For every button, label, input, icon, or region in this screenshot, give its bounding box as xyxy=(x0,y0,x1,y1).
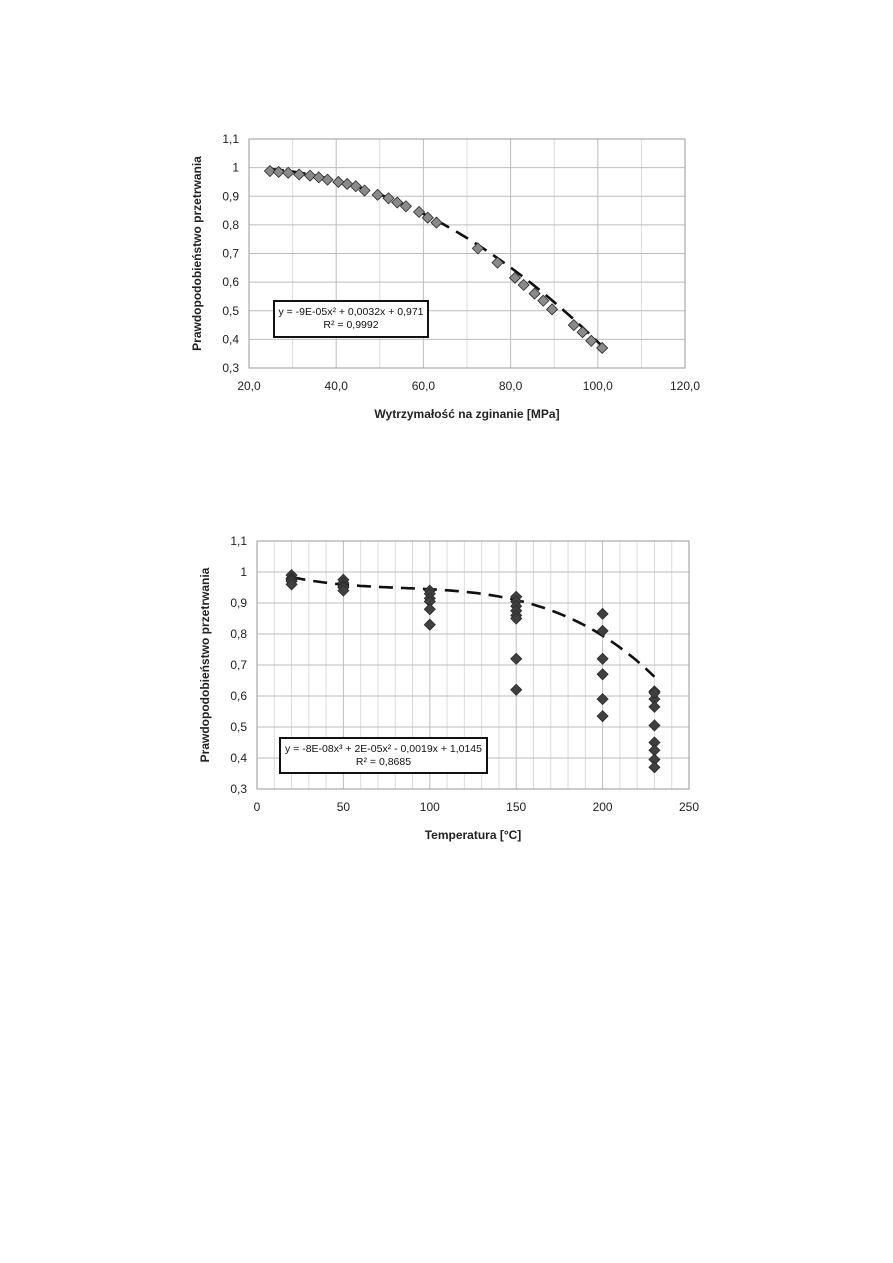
chart-flexural-strength: 20,0 40,0 60,0 80,0 100,0 120,0 0,3 0,4 0,5 0,6 0,… xyxy=(0,120,893,440)
y-tick-label: 0,5 xyxy=(230,720,247,734)
data-point xyxy=(412,205,426,219)
trendline-equation: y = -8E-08x³ + 2E-05x² - 0,0019x + 1,014… xyxy=(285,743,482,755)
data-point xyxy=(471,242,484,255)
data-point xyxy=(349,180,362,193)
y-tick-label: 0,9 xyxy=(230,596,247,610)
y-tick-label: 0,7 xyxy=(230,658,247,672)
equation-box xyxy=(279,737,488,774)
x-axis-label: Wytrzymałość na zginanie [MPa] xyxy=(374,407,559,421)
data-point xyxy=(285,578,298,591)
y-tick-label: 0,6 xyxy=(230,689,247,703)
data-point xyxy=(596,710,609,723)
x-axis-label: Temperatura [°C] xyxy=(425,828,522,842)
data-point xyxy=(576,326,589,339)
data-point xyxy=(648,700,661,713)
data-point xyxy=(648,686,661,699)
x-tick-label: 20,0 xyxy=(237,379,261,393)
data-point xyxy=(528,287,541,300)
data-point xyxy=(510,683,523,696)
y-tick-label: 0,5 xyxy=(222,304,239,318)
chart-2-svg: 0 50 100 150 200 250 0,3 0,4 0,5 0,6 0,7 0,8 0,9 1 1,1… xyxy=(198,534,699,842)
x-tick-label: 0 xyxy=(254,800,261,814)
equation-box xyxy=(273,300,429,338)
data-point xyxy=(596,624,609,637)
chart-1-svg: 20,0 40,0 60,0 80,0 100,0 120,0 0,3 0,4 0,5 0,6 0,… xyxy=(190,132,700,421)
y-tick-label: 0,7 xyxy=(222,247,239,261)
y-tick-label: 0,3 xyxy=(230,782,247,796)
y-tick-label: 1 xyxy=(232,161,239,175)
y-tick-label: 0,6 xyxy=(222,275,239,289)
data-point xyxy=(421,211,434,224)
y-tick-label: 0,4 xyxy=(222,332,239,346)
data-point xyxy=(423,603,436,616)
x-tick-label: 40,0 xyxy=(325,379,349,393)
y-tick-label: 0,3 xyxy=(222,361,239,375)
r-squared-label: R² = 0,9992 xyxy=(323,319,378,331)
data-point xyxy=(545,303,559,316)
data-point xyxy=(332,175,345,189)
data-point xyxy=(321,173,334,186)
plot-area-border xyxy=(248,138,686,369)
x-tick-label: 100,0 xyxy=(583,379,613,393)
chart-temperature: 0 50 100 150 200 250 0,3 0,4 0,5 0,6 0,7 0,8 0,9 1 1,1… xyxy=(0,520,893,870)
y-tick-label: 1,1 xyxy=(222,132,239,146)
data-point xyxy=(648,761,661,774)
data-point xyxy=(491,256,504,269)
data-point xyxy=(508,271,522,284)
data-point xyxy=(358,184,371,197)
r-squared-label: R² = 0,8685 xyxy=(356,756,411,768)
data-point xyxy=(596,341,609,355)
y-tick-label: 0,8 xyxy=(230,627,247,641)
data-point xyxy=(510,652,523,665)
data-point xyxy=(648,719,661,732)
x-tick-label: 100 xyxy=(420,800,440,814)
trendline-equation: y = -9E-05x² + 0,0032x + 0,971 xyxy=(278,306,423,318)
data-point xyxy=(312,171,325,184)
y-tick-label: 0,8 xyxy=(222,218,239,232)
y-tick-label: 0,9 xyxy=(222,189,239,203)
data-point xyxy=(596,652,609,665)
data-point xyxy=(341,177,354,191)
x-tick-label: 80,0 xyxy=(499,379,523,393)
y-tick-label: 1 xyxy=(240,565,247,579)
trendline xyxy=(291,575,656,678)
data-point xyxy=(399,200,413,213)
data-point xyxy=(430,216,443,229)
x-tick-label: 50 xyxy=(337,800,351,814)
x-tick-label: 200 xyxy=(593,800,613,814)
data-point xyxy=(517,278,530,292)
x-tick-label: 250 xyxy=(679,800,699,814)
data-point xyxy=(337,584,350,597)
y-tick-label: 1,1 xyxy=(230,534,247,548)
data-point xyxy=(371,188,384,201)
data-point xyxy=(282,166,295,179)
data-point xyxy=(537,294,550,307)
data-point xyxy=(263,164,276,178)
x-tick-label: 60,0 xyxy=(412,379,436,393)
data-point xyxy=(303,169,317,182)
y-tick-label: 0,4 xyxy=(230,751,247,765)
data-point xyxy=(596,693,609,706)
data-point xyxy=(596,668,609,681)
plot-area-border xyxy=(256,540,690,790)
data-point xyxy=(293,168,306,181)
data-point xyxy=(391,196,404,209)
data-point xyxy=(382,192,395,205)
data-point xyxy=(567,318,580,332)
data-point xyxy=(585,334,598,347)
y-axis-label: Prawdopodobieństwo przetrwania xyxy=(198,567,212,762)
data-point xyxy=(272,165,285,178)
data-point xyxy=(510,612,523,625)
data-point xyxy=(596,607,609,620)
x-tick-label: 120,0 xyxy=(670,379,700,393)
y-axis-label: Prawdopodobieństwo przetrwania xyxy=(190,156,204,351)
x-tick-label: 150 xyxy=(506,800,526,814)
data-point xyxy=(423,618,436,631)
